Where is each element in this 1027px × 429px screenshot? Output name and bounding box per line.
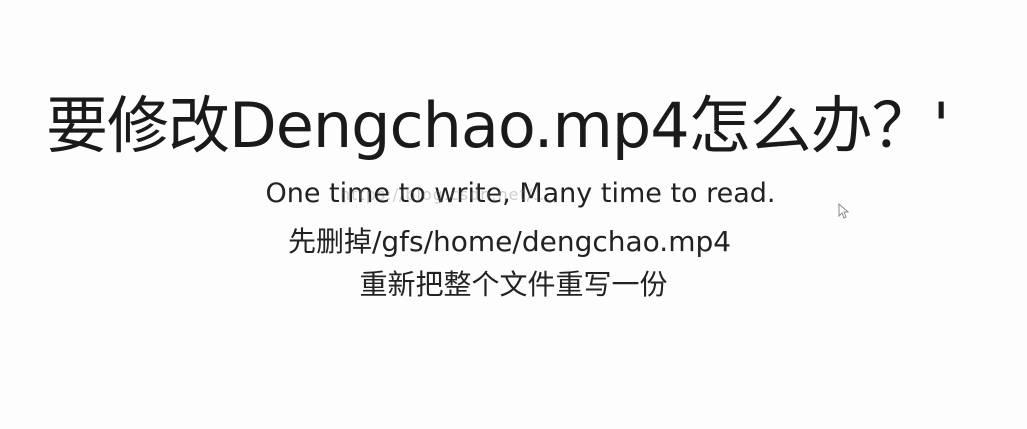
slide-line-2: 先删掉/gfs/home/dengchao.mp4 <box>287 225 732 258</box>
slide-title: 要修改Dengchao.mp4怎么办？' <box>46 89 950 162</box>
slide-line-1: One time to write, Many time to read. <box>265 178 776 209</box>
watermark: https://blog.csdn.net/... <box>340 185 552 204</box>
slide-line-3: 重新把整个文件重写一份 <box>359 268 668 301</box>
mouse-pointer-icon <box>838 203 850 219</box>
